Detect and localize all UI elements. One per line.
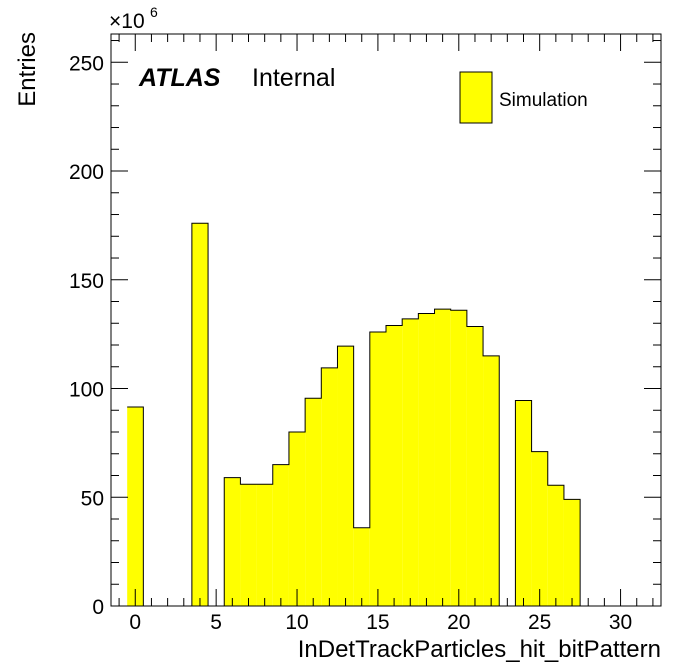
histogram-bar	[434, 309, 451, 606]
atlas-label: ATLAS	[138, 64, 221, 92]
histogram-bar	[386, 325, 403, 606]
x-tick-label: 5	[210, 611, 222, 634]
y-multiplier: ×10	[109, 10, 145, 33]
y-tick-label: 50	[81, 487, 104, 510]
plot-frame	[110, 33, 662, 607]
x-tick-label: 30	[609, 611, 632, 634]
y-tick-label: 0	[92, 596, 104, 619]
histogram-bar	[418, 313, 435, 606]
x-tick-label: 10	[285, 611, 308, 634]
histogram-bar	[288, 432, 306, 606]
y-tick-label: 150	[69, 270, 104, 293]
x-axis-title: InDetTrackParticles_hit_bitPattern	[298, 636, 661, 663]
x-tick-label: 20	[447, 611, 470, 634]
histogram-bar	[515, 400, 532, 606]
x-tick-label: 15	[366, 611, 389, 634]
y-multiplier-exponent: 6	[150, 4, 158, 20]
histogram-bar	[337, 346, 354, 606]
histogram-bar	[531, 451, 548, 606]
histogram-bar	[191, 223, 209, 606]
y-tick-label: 200	[69, 161, 104, 184]
histogram-bar	[563, 499, 581, 606]
legend-entry-simulation: Simulation	[499, 90, 588, 111]
histogram-bar	[224, 477, 241, 606]
axis-tick-labels: 0 5 10 15 20 25 30 0 50 100 150 200 250	[69, 52, 632, 634]
x-tick-label: 0	[129, 611, 141, 634]
histogram-bar	[256, 484, 273, 606]
histogram-bar	[369, 331, 386, 606]
histogram-bar	[483, 355, 500, 606]
histogram-bar	[353, 527, 370, 606]
histogram-bar	[305, 398, 322, 606]
histogram-bar	[402, 318, 419, 606]
histogram-bars	[127, 222, 661, 607]
legend-swatch	[459, 71, 493, 124]
histogram-bar	[272, 464, 289, 606]
internal-label: Internal	[252, 64, 335, 92]
histogram-bar	[127, 407, 144, 606]
y-tick-label: 100	[69, 379, 104, 402]
y-tick-label: 250	[69, 52, 104, 75]
histogram-bar	[466, 326, 484, 606]
histogram-bar	[450, 310, 467, 606]
axis-ticks	[111, 34, 661, 607]
histogram-outline	[127, 222, 661, 607]
y-axis-title: Entries	[14, 32, 41, 107]
histogram-bar	[240, 484, 257, 606]
histogram-bar	[321, 367, 338, 606]
legend: Simulation	[459, 71, 588, 124]
x-tick-label: 25	[528, 611, 551, 634]
histogram-bar	[547, 485, 564, 606]
